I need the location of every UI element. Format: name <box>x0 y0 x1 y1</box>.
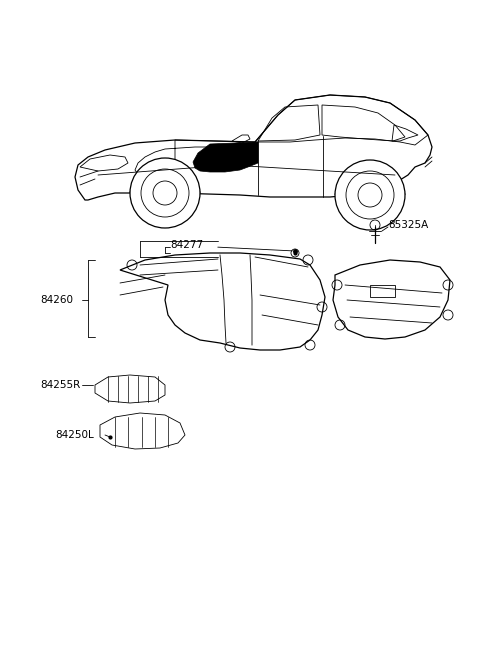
Circle shape <box>335 160 405 230</box>
Text: 85325A: 85325A <box>388 220 428 230</box>
Text: 84250L: 84250L <box>55 430 94 440</box>
Text: 84255R: 84255R <box>40 380 80 390</box>
Circle shape <box>130 158 200 228</box>
Text: 84277: 84277 <box>170 240 203 250</box>
Text: 84260: 84260 <box>40 295 73 305</box>
Polygon shape <box>193 142 258 172</box>
